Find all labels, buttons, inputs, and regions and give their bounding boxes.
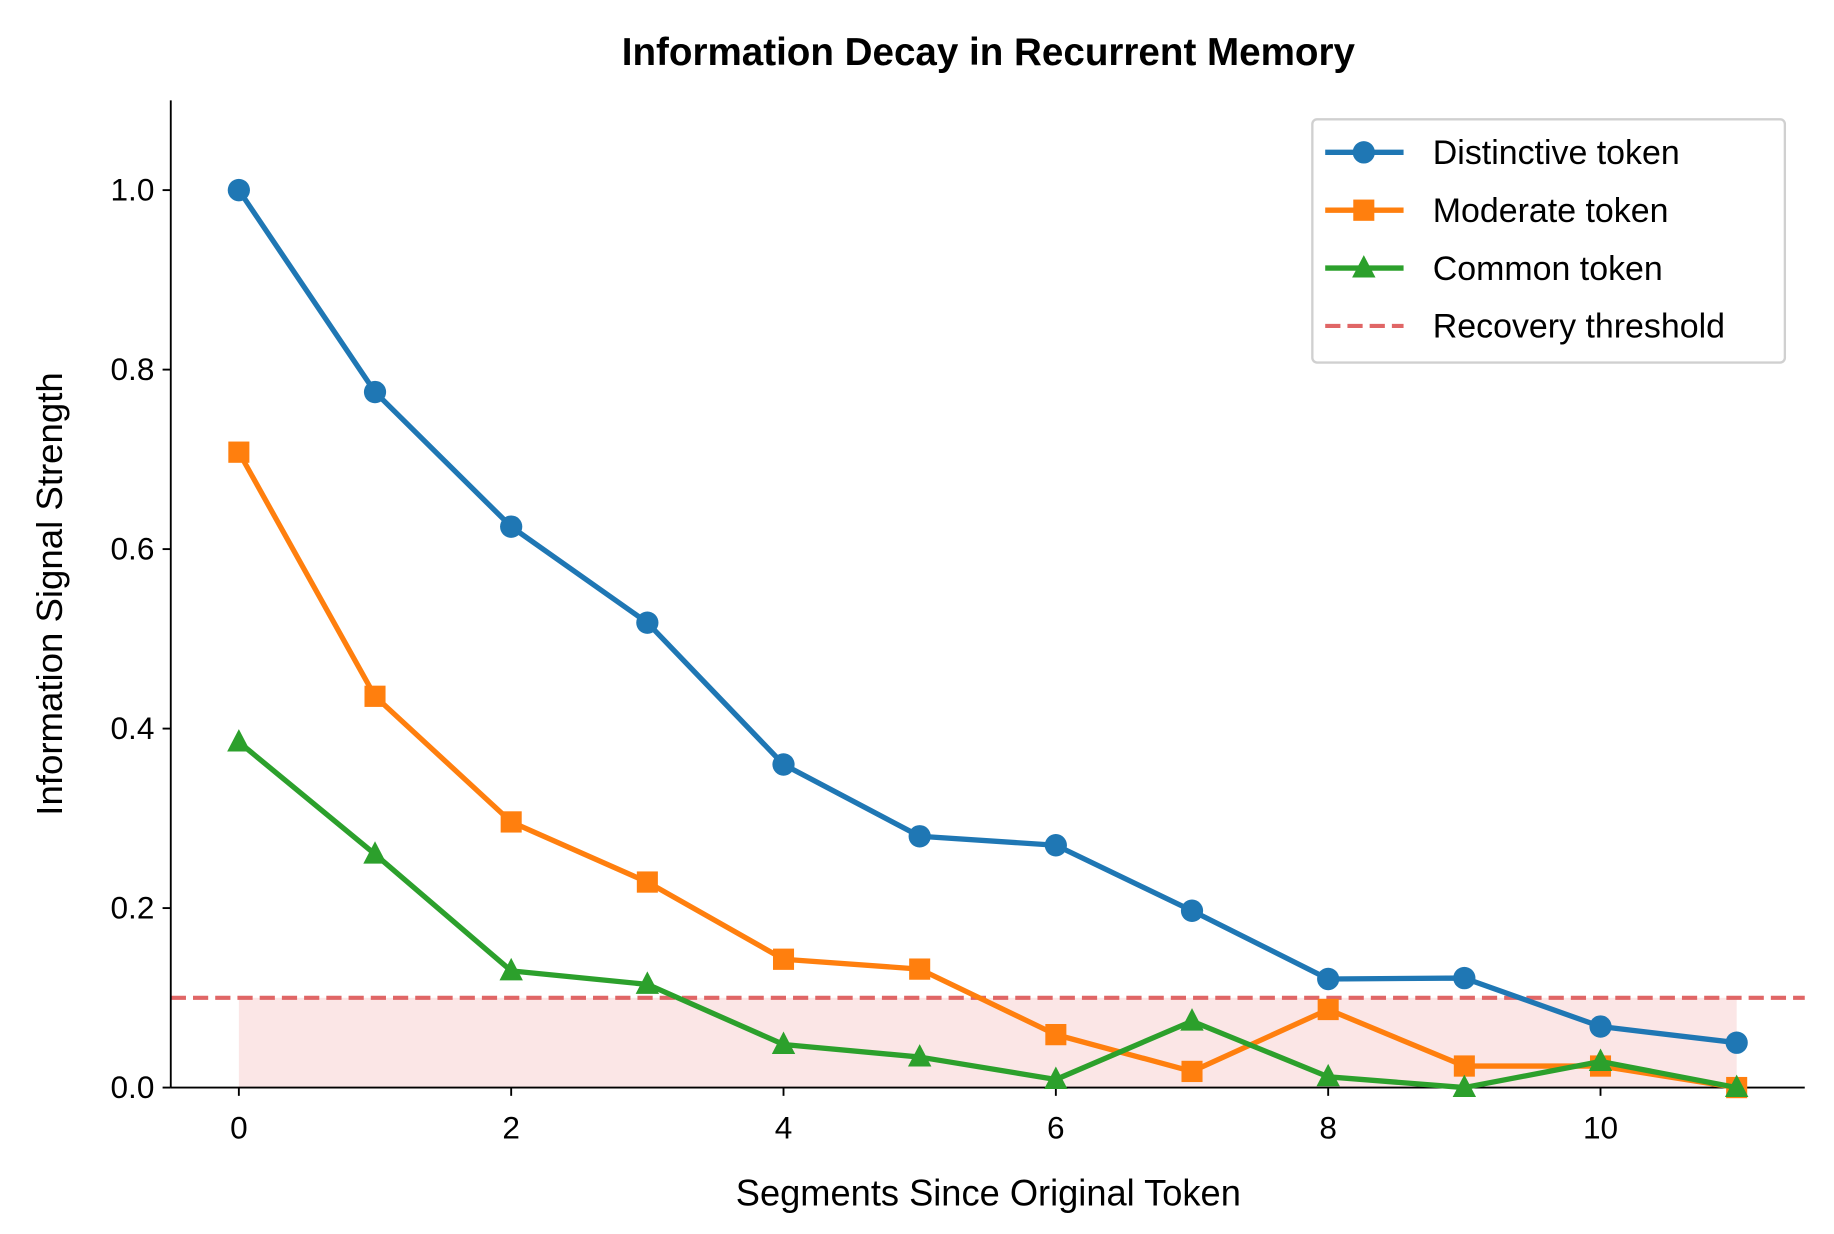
y-tick-label: 0.0 xyxy=(111,1069,155,1105)
data-point xyxy=(500,515,523,538)
data-point xyxy=(771,1031,796,1054)
legend-label: Recovery threshold xyxy=(1433,308,1725,346)
data-point xyxy=(364,685,386,707)
data-point xyxy=(363,380,387,404)
x-tick-label: 8 xyxy=(1319,1109,1337,1145)
data-point xyxy=(1317,998,1339,1021)
data-point xyxy=(1044,834,1067,857)
data-point xyxy=(363,841,387,864)
data-point xyxy=(1317,967,1340,991)
data-point xyxy=(1589,1015,1612,1038)
legend-label: Distinctive token xyxy=(1433,134,1680,172)
data-point xyxy=(1588,1048,1613,1071)
data-point xyxy=(499,957,523,981)
data-point xyxy=(1044,1066,1068,1089)
y-tick-label: 1.0 xyxy=(111,172,155,208)
data-point xyxy=(909,958,931,980)
data-point xyxy=(1180,899,1204,922)
data-point xyxy=(1453,966,1476,990)
data-point xyxy=(636,611,659,634)
data-point xyxy=(635,971,660,994)
legend-label: Moderate token xyxy=(1433,192,1669,230)
x-tick-label: 0 xyxy=(230,1109,248,1145)
data-point xyxy=(636,871,658,893)
data-point xyxy=(227,178,250,202)
legend-label: Common token xyxy=(1433,250,1663,288)
data-point xyxy=(1724,1074,1749,1098)
data-point xyxy=(772,948,795,970)
data-point xyxy=(907,1044,932,1067)
data-point xyxy=(227,729,251,752)
y-tick-label: 0.6 xyxy=(111,531,155,567)
data-point xyxy=(772,753,795,776)
legend-marker xyxy=(1352,141,1375,164)
legend: Distinctive token Moderate token Common to… xyxy=(1311,118,1787,364)
series-common-token xyxy=(227,729,1749,1098)
chart-title: Information Decay in Recurrent Memory xyxy=(622,31,1356,74)
x-axis-label: Segments Since Original Token xyxy=(736,1173,1241,1214)
y-tick-label: 0.8 xyxy=(111,351,155,387)
data-point xyxy=(1045,1023,1067,1046)
data-point xyxy=(1453,1055,1475,1077)
series-moderate-token xyxy=(228,441,1748,1099)
data-point xyxy=(1452,1074,1477,1098)
y-tick-label: 0.2 xyxy=(111,890,155,926)
x-tick-label: 4 xyxy=(775,1109,793,1145)
data-point xyxy=(228,441,250,463)
data-point xyxy=(500,811,522,833)
legend-marker xyxy=(1352,255,1376,278)
y-axis-label: Information Signal Strength xyxy=(29,372,70,815)
data-point xyxy=(1181,1060,1203,1083)
y-tick-label: 0.4 xyxy=(111,710,155,746)
data-point xyxy=(1725,1031,1748,1054)
legend-box xyxy=(1311,118,1787,364)
x-tick-label: 2 xyxy=(502,1109,520,1145)
x-tick-label: 10 xyxy=(1583,1109,1618,1145)
series-distinctive-token xyxy=(227,178,1748,1054)
data-point xyxy=(1180,1008,1204,1031)
series-line xyxy=(236,450,1738,1091)
legend-marker xyxy=(1353,199,1375,221)
threshold-region xyxy=(238,997,1737,1088)
x-tick-label: 6 xyxy=(1047,1109,1065,1145)
series-line xyxy=(236,188,1737,1046)
data-point xyxy=(908,825,931,848)
series-line xyxy=(237,739,1738,1091)
data-point xyxy=(1316,1063,1340,1087)
